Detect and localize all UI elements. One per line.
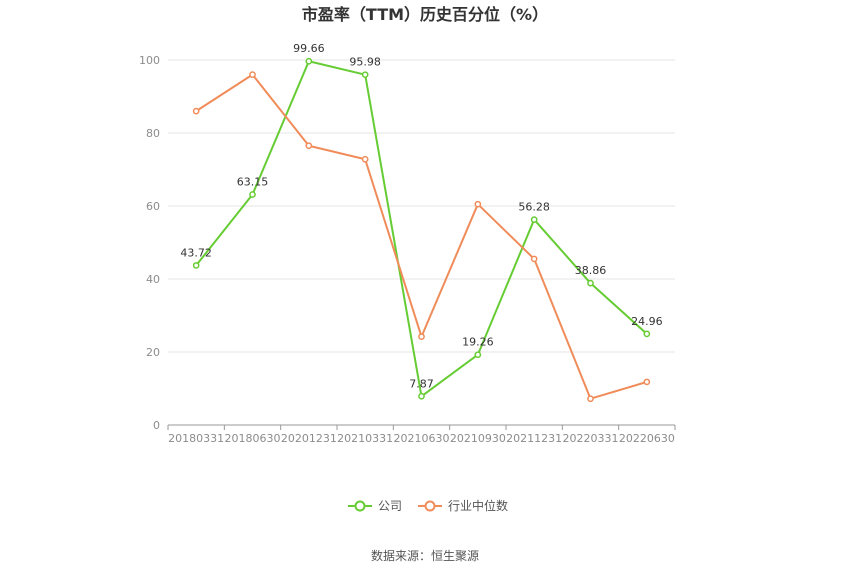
y-tick-label: 20 xyxy=(146,346,160,359)
data-point xyxy=(643,378,651,386)
x-tick-label: 20210930 xyxy=(450,432,506,445)
x-axis: 20180331 20180630 20201231 20210331 20210630… xyxy=(167,424,676,445)
data-point xyxy=(361,71,369,79)
legend-item-1[interactable]: 行业中位数 xyxy=(418,498,508,513)
y-tick-label: 60 xyxy=(146,200,160,213)
legend-label: 行业中位数 xyxy=(448,498,508,513)
data-point xyxy=(474,200,482,208)
y-grid xyxy=(168,59,675,353)
y-tick-label: 100 xyxy=(139,54,160,67)
data-point xyxy=(474,351,482,359)
data-point xyxy=(305,142,313,150)
data-label: 99.66 xyxy=(293,42,325,55)
x-tick-label: 20210630 xyxy=(394,432,450,445)
data-point xyxy=(587,395,594,403)
x-tick-label: 20210331 xyxy=(337,432,393,445)
legend-item-0[interactable]: 公司 xyxy=(348,499,402,513)
data-point xyxy=(418,392,425,400)
source-note: 数据来源：恒生聚源 xyxy=(371,548,479,563)
data-label: 95.98 xyxy=(349,56,381,69)
series-line-1 xyxy=(195,73,648,400)
y-tick-label: 80 xyxy=(146,127,160,140)
x-tick-label: 20211231 xyxy=(506,432,562,445)
y-tick-label: 40 xyxy=(146,273,160,286)
x-tick-label: 20220630 xyxy=(619,432,675,445)
data-point xyxy=(361,155,369,163)
legend-marker xyxy=(354,500,366,512)
series-layer: 43.72 63.15 99.66 95.98 7.87 19.26 56.28 38.86 2… xyxy=(180,42,663,403)
chart-title: 市盈率（TTM）历史百分位（%） xyxy=(302,5,548,24)
x-tick-label: 20220331 xyxy=(563,432,619,445)
data-point xyxy=(249,191,256,198)
data-label: 38.86 xyxy=(575,264,607,277)
series-line-0 xyxy=(195,60,648,398)
data-label: 24.96 xyxy=(631,315,663,328)
data-label: 43.72 xyxy=(180,246,212,259)
data-point xyxy=(305,57,313,65)
data-point xyxy=(530,255,538,263)
data-point xyxy=(192,107,200,115)
data-label: 56.28 xyxy=(518,201,550,214)
data-point xyxy=(192,262,200,269)
y-tick-label: 0 xyxy=(153,419,160,432)
data-point xyxy=(530,216,538,223)
legend[interactable]: 公司 行业中位数 xyxy=(348,498,508,513)
data-point xyxy=(643,330,651,338)
legend-marker xyxy=(424,500,436,512)
data-point xyxy=(249,71,256,78)
data-point xyxy=(587,279,594,287)
data-label: 63.15 xyxy=(237,176,269,189)
legend-label: 公司 xyxy=(378,499,402,513)
data-point xyxy=(418,333,425,341)
x-tick-label: 20180331 xyxy=(168,432,224,445)
y-axis: 0 20 40 60 80 100 xyxy=(139,54,160,432)
data-label: 19.26 xyxy=(462,336,494,349)
x-tick-label: 20180630 xyxy=(225,432,281,445)
x-tick-label: 20201231 xyxy=(281,432,337,445)
data-label: 7.87 xyxy=(409,377,434,390)
